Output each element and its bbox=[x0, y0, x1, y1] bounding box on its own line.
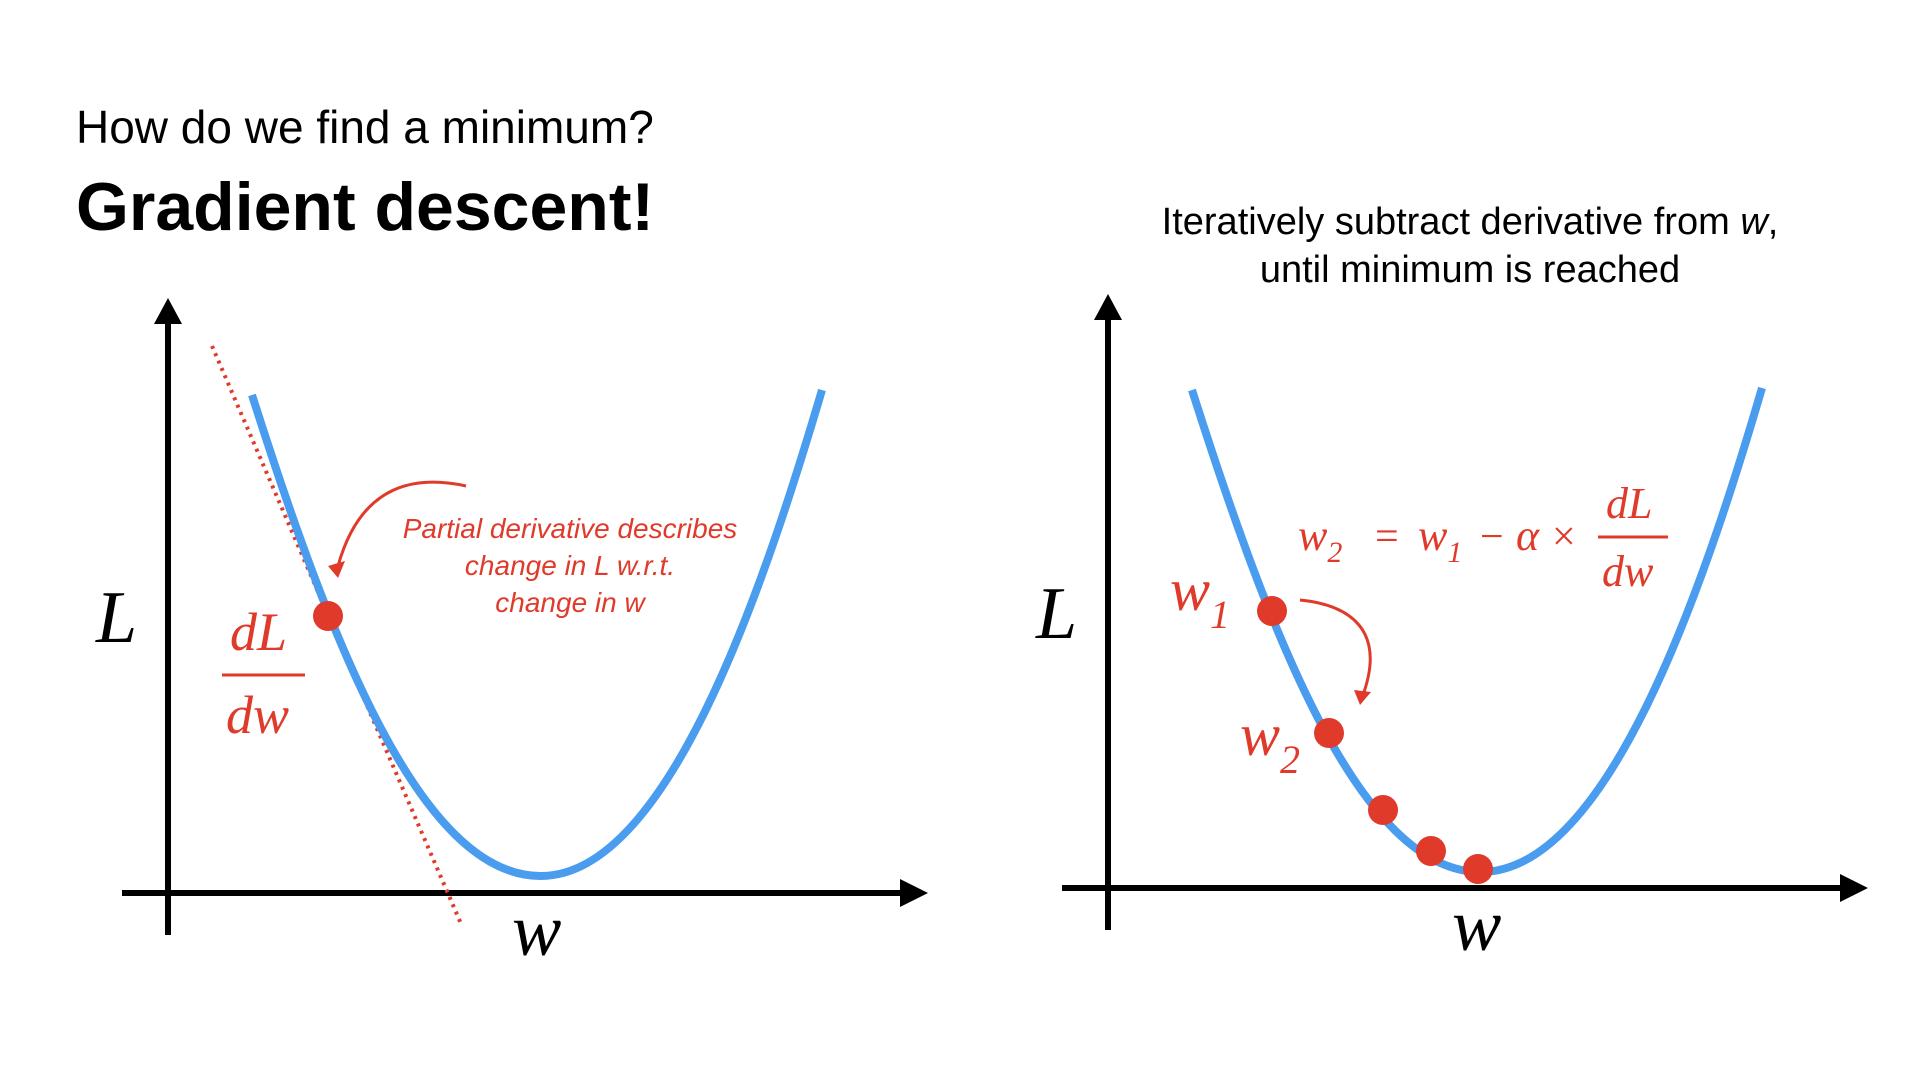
step-point-4 bbox=[1416, 836, 1446, 866]
left-y-label: L bbox=[95, 577, 137, 659]
caption-line1-var: w bbox=[1740, 201, 1768, 243]
left-x-axis-arrowhead bbox=[900, 879, 928, 907]
step-arrowhead bbox=[1354, 690, 1371, 705]
step-point-3 bbox=[1368, 795, 1398, 825]
svg-text:w2: w2 bbox=[1298, 511, 1342, 569]
tangent-line bbox=[210, 345, 464, 927]
step-point-w1 bbox=[1257, 596, 1287, 626]
caption-line1-suffix: , bbox=[1767, 201, 1779, 243]
annotation-line-3: change in w bbox=[495, 587, 646, 618]
left-y-axis-arrowhead bbox=[154, 298, 182, 324]
left-point bbox=[313, 601, 343, 631]
svg-text:=: = bbox=[1375, 514, 1399, 560]
step-arrow bbox=[1299, 598, 1372, 693]
right-plot: L w w1 w2 w2 = w1 − α × dL dw bbox=[1035, 294, 1868, 967]
svg-text:−: − bbox=[1480, 514, 1504, 560]
annotation-arrow bbox=[336, 480, 467, 567]
right-caption: Iteratively subtract derivative from w, … bbox=[1020, 198, 1920, 294]
annotation-line-1: Partial derivative describes bbox=[403, 513, 738, 544]
svg-text:w1: w1 bbox=[1418, 511, 1462, 569]
left-x-label: w bbox=[512, 890, 561, 972]
w1-sub: 1 bbox=[1210, 592, 1230, 637]
right-y-label: L bbox=[1035, 573, 1077, 655]
loss-curve-right bbox=[1188, 386, 1766, 877]
right-y-axis-arrowhead bbox=[1094, 294, 1122, 320]
svg-text:dL: dL bbox=[1606, 479, 1652, 528]
w2-sub: 2 bbox=[1280, 737, 1300, 782]
update-formula: w2 = w1 − α × dL dw bbox=[1298, 479, 1668, 596]
derivative-numerator: dL bbox=[230, 602, 287, 662]
left-plot: L w dL dw Partial derivative describes c… bbox=[95, 298, 928, 972]
subtitle: How do we find a minimum? bbox=[76, 101, 654, 153]
right-x-axis-arrowhead bbox=[1840, 874, 1868, 902]
svg-text:×: × bbox=[1552, 514, 1576, 560]
page-title: Gradient descent! bbox=[76, 169, 655, 245]
w2-label: w2 bbox=[1240, 702, 1300, 782]
annotation-line-2: change in L w.r.t. bbox=[465, 550, 675, 581]
step-point-w2 bbox=[1314, 718, 1344, 748]
svg-text:dw: dw bbox=[1602, 547, 1654, 596]
right-x-label: w bbox=[1452, 885, 1501, 967]
svg-text:α: α bbox=[1516, 511, 1540, 560]
w1-label: w1 bbox=[1170, 557, 1230, 637]
caption-line1-prefix: Iteratively subtract derivative from bbox=[1161, 201, 1741, 243]
derivative-denominator: dw bbox=[226, 685, 289, 745]
caption-line2: until minimum is reached bbox=[1259, 249, 1681, 291]
annotation-arrowhead bbox=[328, 561, 345, 578]
step-point-5 bbox=[1463, 854, 1493, 884]
loss-curve-left-fix bbox=[248, 388, 826, 881]
